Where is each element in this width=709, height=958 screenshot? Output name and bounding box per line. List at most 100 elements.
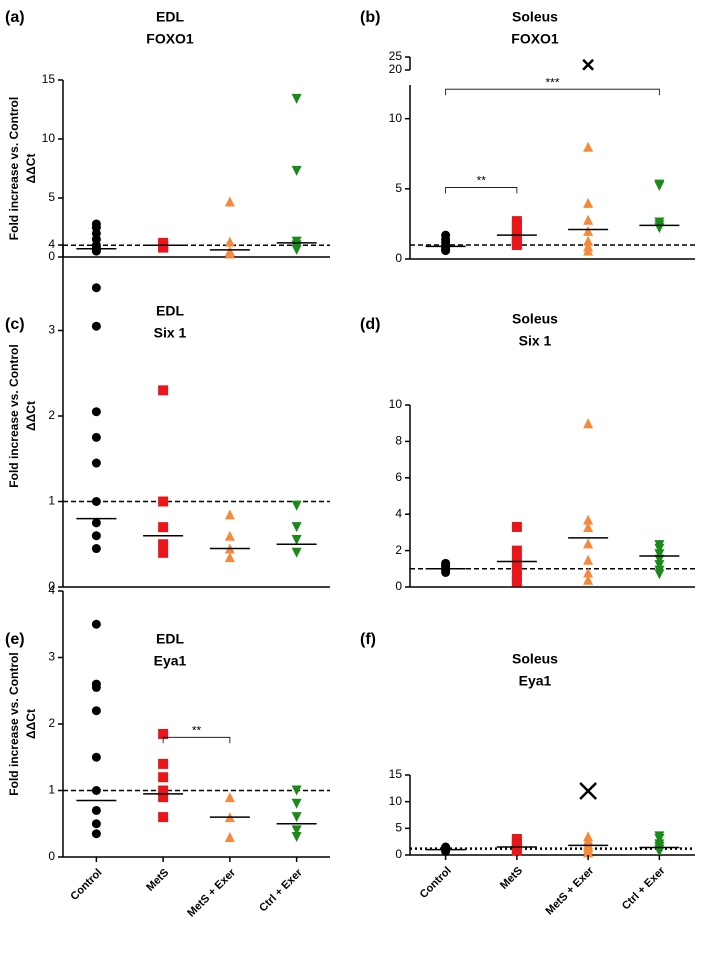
- point: [583, 214, 594, 225]
- point: [291, 534, 302, 545]
- chart-subtitle: Eya1: [519, 673, 552, 689]
- point: [224, 552, 235, 563]
- point: [158, 792, 169, 803]
- chart-title: Soleus: [512, 311, 558, 327]
- significance-bracket: [445, 88, 660, 96]
- y-axis-label: ΔΔCt: [24, 401, 38, 431]
- point: [511, 220, 522, 231]
- point: [158, 242, 169, 253]
- y-tick-label: 5: [395, 821, 402, 835]
- point: [441, 246, 451, 256]
- y-tick-label: 20: [389, 62, 403, 76]
- y-tick-label: 1: [48, 783, 55, 797]
- y-tick-label: 6: [395, 470, 402, 484]
- y-tick-label: 0: [395, 251, 402, 265]
- point: [158, 385, 169, 396]
- point: [511, 845, 522, 856]
- point: [291, 832, 302, 843]
- point: [654, 846, 665, 857]
- y-tick-label: 4: [48, 237, 55, 251]
- point: [224, 248, 235, 259]
- point: [291, 500, 302, 511]
- y-tick-label: 8: [395, 434, 402, 448]
- point: [91, 805, 101, 815]
- chart-subtitle: FOXO1: [511, 31, 559, 47]
- point: [158, 758, 169, 769]
- y-tick-label: 2: [395, 543, 402, 557]
- point: [583, 554, 594, 565]
- y-axis-label: Fold increase vs. Control: [7, 344, 21, 487]
- x-tick-label: Ctrl + Exer: [620, 864, 668, 912]
- outlier: [579, 782, 598, 800]
- y-tick-label: 0: [48, 579, 55, 593]
- point: [158, 728, 169, 739]
- y-tick-label: 5: [395, 181, 402, 195]
- significance-bracket: [162, 736, 231, 744]
- y-axis-label: ΔΔCt: [24, 154, 38, 184]
- point: [291, 93, 302, 104]
- point: [583, 235, 594, 246]
- chart-subtitle: Six 1: [154, 325, 187, 341]
- y-tick-label: 10: [389, 397, 403, 411]
- y-tick-label: 15: [42, 72, 56, 86]
- point: [158, 539, 169, 550]
- point: [224, 832, 235, 843]
- panel-label: (e): [5, 631, 25, 648]
- y-tick-label: 10: [389, 794, 403, 808]
- point: [91, 321, 101, 331]
- point: [654, 543, 665, 554]
- point: [291, 522, 302, 533]
- y-tick-label: 0: [395, 847, 402, 861]
- point: [224, 236, 235, 247]
- point: [441, 846, 451, 856]
- point: [224, 792, 235, 803]
- point: [291, 547, 302, 558]
- point: [91, 682, 101, 692]
- point: [91, 752, 101, 762]
- point: [583, 847, 594, 858]
- point: [158, 547, 169, 558]
- point: [583, 521, 594, 532]
- chart-subtitle: FOXO1: [146, 31, 194, 47]
- y-tick-label: 3: [48, 323, 55, 337]
- point: [583, 514, 594, 525]
- point: [91, 518, 101, 528]
- point: [511, 554, 522, 565]
- point: [654, 560, 665, 571]
- y-tick-label: 10: [389, 111, 403, 125]
- point: [511, 571, 522, 582]
- point: [91, 706, 101, 716]
- chart-subtitle: Eya1: [154, 653, 187, 669]
- point: [91, 283, 101, 293]
- point: [511, 576, 522, 587]
- point: [158, 522, 169, 533]
- point: [583, 245, 594, 256]
- point: [654, 554, 665, 565]
- y-tick-label: 4: [48, 583, 55, 597]
- y-tick-label: 5: [48, 190, 55, 204]
- panel-label: (b): [360, 9, 380, 26]
- y-tick-label: 15: [389, 767, 403, 781]
- point: [91, 531, 101, 541]
- y-tick-label: 0: [48, 849, 55, 863]
- point: [291, 244, 302, 255]
- point: [654, 181, 665, 192]
- point: [91, 829, 101, 839]
- point: [291, 812, 302, 823]
- point: [291, 165, 302, 176]
- point: [511, 545, 522, 556]
- significance-label: **: [477, 174, 487, 188]
- y-tick-label: 3: [48, 650, 55, 664]
- y-tick-label: 2: [48, 408, 55, 422]
- chart-title: EDL: [156, 631, 184, 647]
- y-tick-label: 4: [395, 506, 402, 520]
- x-tick-label: Control: [68, 867, 104, 903]
- point: [158, 496, 169, 507]
- panel-label: (a): [5, 9, 25, 26]
- point: [583, 225, 594, 236]
- x-tick-label: MetS + Exer: [185, 866, 238, 919]
- x-tick-label: MetS: [144, 867, 171, 894]
- point: [654, 549, 665, 560]
- chart-title: Soleus: [512, 9, 558, 25]
